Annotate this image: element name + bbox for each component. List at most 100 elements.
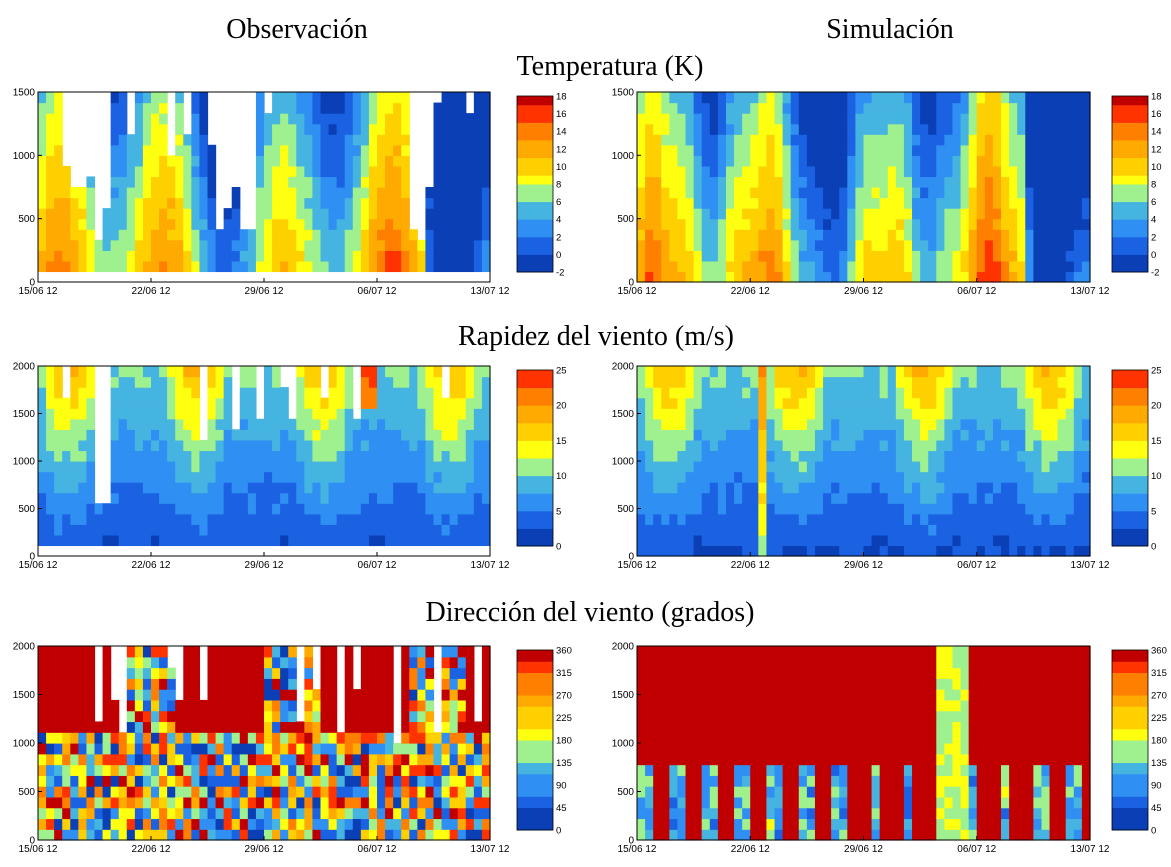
heatmap-cell [368,366,378,378]
heatmap-cell [734,155,743,167]
heatmap-cell [814,513,824,525]
heatmap-cell [465,165,475,178]
heatmap-cell [831,208,840,220]
heatmap-cell [304,796,314,809]
heatmap-cell [992,102,1002,114]
heatmap-cell [231,753,241,766]
heatmap-cell [661,387,670,399]
heatmap-cell [385,534,394,547]
heatmap-cell [831,439,840,452]
heatmap-cell [433,218,443,230]
heatmap-cell [823,187,832,199]
heatmap-cell [433,818,443,830]
heatmap-cell [328,492,338,504]
heatmap-cell [183,250,192,262]
heatmap-cell [126,418,136,430]
colorbar-tick-label: -2 [1151,268,1159,279]
heatmap-cell [465,144,475,156]
heatmap-cell [199,187,209,199]
heatmap-cell [385,807,394,820]
heatmap-cell [433,208,443,220]
heatmap-cell [264,775,273,787]
heatmap-cell [352,818,362,830]
heatmap-cell [142,208,152,220]
heatmap-cell [750,113,759,125]
heatmap-cell [110,113,120,125]
heatmap-cell [328,829,338,841]
heatmap-cell [441,656,451,669]
heatmap-cell [831,471,840,483]
heatmap-cell [336,786,346,798]
heatmap-cell [903,113,913,125]
heatmap-cell [677,503,687,515]
heatmap-cell [1065,134,1075,146]
heatmap-cell [441,699,451,712]
heatmap-cell [86,786,96,798]
heatmap-cell [936,123,945,135]
heatmap-cell [377,176,386,188]
colorbar-segment [517,387,553,406]
heatmap-cell [207,513,217,525]
heatmap-cell [831,503,840,515]
heatmap-cell [385,492,394,504]
heatmap-cell [1033,418,1043,430]
heatmap-cell [936,545,945,557]
heatmap-cell [46,807,55,820]
heatmap-cell [175,492,184,504]
heatmap-cell [54,260,63,273]
heatmap-cell [272,689,281,701]
heatmap-cell [1017,366,1026,378]
heatmap-cell [368,743,378,755]
heatmap-cell [360,699,370,712]
heatmap-cell [360,471,370,483]
heatmap-cell [944,197,954,209]
heatmap-cell [1025,397,1034,409]
heatmap-cell [968,208,978,220]
heatmap-cell [191,743,201,755]
heatmap-cell [734,482,743,494]
heatmap-cell [385,829,394,841]
heatmap-cell [1081,366,1091,378]
heatmap-cell [871,176,881,188]
heatmap-cell [175,239,184,251]
heatmap-cell [304,408,314,420]
heatmap-cell [758,524,768,536]
heatmap-cell [272,753,281,766]
x-tick-label: 13/07 12 [1071,286,1110,297]
heatmap-cell [895,366,905,378]
heatmap-cell [360,753,370,766]
heatmap-cell [863,534,873,547]
heatmap-cell [231,429,241,441]
heatmap-cell [142,646,152,658]
heatmap-cell [110,786,120,798]
heatmap-cell [481,450,491,462]
heatmap-cell [976,260,986,273]
heatmap-cell [984,113,994,125]
heatmap-cell [839,492,848,504]
heatmap-cell [401,786,410,798]
heatmap-cell [449,796,459,809]
heatmap-cell [481,429,491,441]
heatmap-cell [360,534,370,547]
heatmap-cell [385,218,394,230]
heatmap-cell [110,260,120,273]
heatmap-cell [54,176,63,188]
heatmap-cell [449,534,459,547]
heatmap-cell [871,102,881,114]
heatmap-cell [928,250,937,262]
heatmap-cell [264,764,273,776]
heatmap-cell [465,667,475,679]
heatmap-cell [239,450,249,462]
heatmap-cell [280,461,289,473]
heatmap-cell [126,229,136,241]
heatmap-cell [368,646,378,658]
heatmap-cell [920,134,929,146]
heatmap-cell [344,503,354,515]
heatmap-cell [393,144,402,156]
heatmap-cell [296,796,305,809]
heatmap-cell [709,229,719,241]
heatmap-cell [806,534,816,547]
heatmap-cell [661,134,670,146]
heatmap-cell [86,376,96,388]
heatmap-cell [159,250,168,262]
